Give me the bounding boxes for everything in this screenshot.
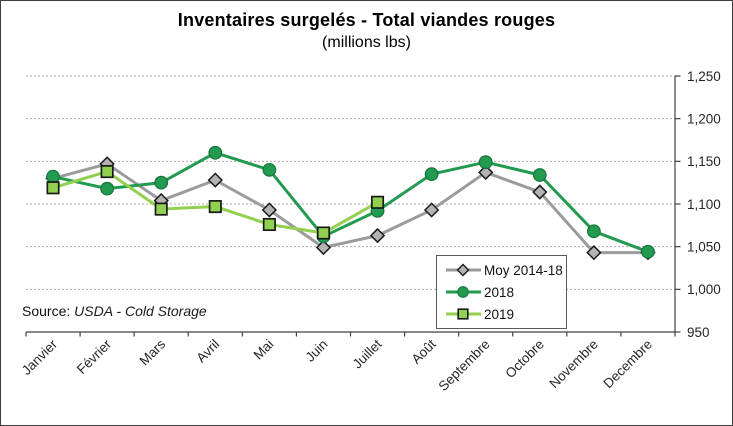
data-point-Moy 2014-18-Août [423,202,440,218]
data-point-2019-Juin [316,226,331,240]
x-category-label-9: Octobre [502,337,547,382]
x-category-label-3: Avril [193,337,222,366]
chart-title: Inventaires surgelés - Total viandes rou… [177,10,556,30]
series-line-Moy 2014-18 [52,162,648,255]
data-point-2019-Mai [262,217,276,232]
data-point-2019-Février [100,165,114,179]
data-point-Moy 2014-18-Mai [261,202,278,218]
source-text: USDA - Cold Storage [74,303,207,319]
y-tick-label: 1,050 [687,239,721,254]
y-tick-label: 1,150 [687,154,721,169]
legend-marker-circle-icon [446,286,481,298]
legend-label: Moy 2014-18 [484,262,563,278]
data-point-2018-Janvier [46,169,60,184]
chart-subtitle: (millions lbs) [322,34,411,51]
data-point-Moy 2014-18-Juin [315,239,332,256]
data-point-Moy 2014-18-Juillet [369,227,386,244]
x-category-label-8: Septembre [436,337,493,394]
data-point-2018-Mai [262,162,277,177]
data-point-2018-Octobre [532,168,547,182]
data-point-2019-Avril [208,200,222,214]
x-category-label-2: Mars [137,336,169,368]
legend-marker [457,308,469,320]
chart-legend: Moy 2014-18 2018 2019 [436,255,567,329]
x-category-label-10: Novembre [546,337,601,392]
legend-marker [457,286,469,298]
y-tick-label: 1,100 [687,197,721,212]
data-point-2018-Mars [154,175,169,190]
data-point-2019-Juillet [370,195,385,209]
x-category-label-1: Février [74,336,115,377]
data-point-2018-Février [100,181,115,196]
data-point-2018-Août [424,167,439,182]
x-category-label-7: Août [408,336,438,366]
y-tick-label: 1,000 [687,282,721,297]
data-point-2018-Septembre [478,155,493,170]
x-category-label-4: Mai [250,337,276,363]
source-prefix: Source: [22,303,71,319]
data-point-Moy 2014-18-Septembre [478,164,494,181]
legend-item-2019: 2019 [445,307,564,322]
x-category-label-5: Juin [302,337,330,365]
x-category-label-11: Decembre [600,337,655,392]
data-point-2018-Avril [208,145,223,160]
legend-item-moy-2014-18: Moy 2014-18 [445,263,564,278]
x-category-label-6: Juillet [350,336,385,371]
legend-item-2018: 2018 [445,285,564,300]
legend-marker [456,263,470,277]
data-point-2018-Novembre [586,224,601,239]
legend-label: 2019 [484,306,515,322]
legend-label: 2018 [484,284,515,300]
source-note: Source: USDA - Cold Storage [22,303,207,319]
legend-marker-diamond-icon [446,263,481,277]
data-point-Moy 2014-18-Avril [207,172,223,188]
y-tick-label: 1,200 [687,111,721,126]
data-point-Moy 2014-18-Novembre [586,244,602,261]
data-point-Moy 2014-18-Octobre [532,184,548,200]
y-tick-label: 950 [687,325,710,340]
x-category-label-0: Janvier [19,336,61,378]
data-point-2018-Decembre [641,244,655,259]
data-point-2019-Mars [154,202,168,216]
y-tick-label: 1,250 [687,69,721,84]
data-point-2019-Janvier [46,181,60,195]
series-line-2018 [52,151,649,254]
legend-marker-square-icon [446,308,481,320]
